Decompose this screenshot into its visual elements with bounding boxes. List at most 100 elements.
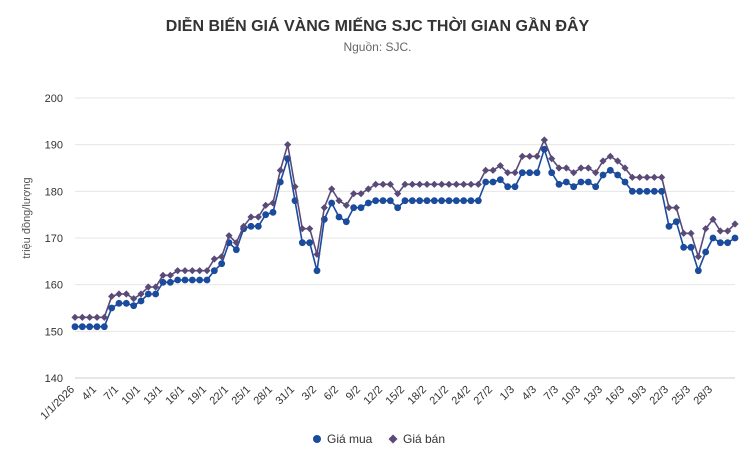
data-point-gia-ban <box>672 204 680 212</box>
data-point-gia-ban <box>152 283 160 291</box>
data-point-gia-ban <box>540 136 548 144</box>
data-point-gia-mua <box>100 323 108 331</box>
series-line-gia-ban <box>75 137 736 319</box>
x-tick-label: 25/1 <box>229 384 253 408</box>
data-point-gia-mua <box>254 222 262 230</box>
data-point-gia-mua <box>313 267 321 275</box>
data-point-gia-mua <box>430 197 438 205</box>
data-point-gia-mua <box>482 178 490 186</box>
data-point-gia-mua <box>577 178 585 186</box>
data-point-gia-mua <box>731 234 739 242</box>
legend-marker-gia-ban <box>388 434 398 444</box>
data-point-gia-mua <box>650 187 658 195</box>
data-point-gia-ban <box>71 313 79 321</box>
data-point-gia-ban <box>628 173 636 181</box>
y-tick-label: 170 <box>45 233 63 245</box>
data-point-gia-mua <box>232 246 240 254</box>
data-point-gia-mua <box>306 239 314 247</box>
data-point-gia-mua <box>144 290 152 298</box>
data-point-gia-mua <box>467 197 475 205</box>
data-point-gia-ban <box>320 204 328 212</box>
data-point-gia-mua <box>548 169 556 177</box>
data-point-gia-ban <box>518 152 526 160</box>
data-point-gia-ban <box>306 225 314 233</box>
x-tick-label: 10/1 <box>119 384 143 408</box>
legend-label-gia-ban: Giá bán <box>403 432 445 446</box>
x-tick-label: 28/1 <box>251 384 275 408</box>
data-point-gia-mua <box>687 243 695 251</box>
x-tick-label: 22/1 <box>207 384 231 408</box>
data-point-gia-mua <box>188 276 196 284</box>
data-point-gia-ban <box>658 173 666 181</box>
data-point-gia-mua <box>181 276 189 284</box>
data-point-gia-ban <box>122 290 130 298</box>
data-point-gia-ban <box>350 190 358 198</box>
y-tick-label: 160 <box>45 280 63 292</box>
data-point-gia-mua <box>584 178 592 186</box>
data-point-gia-mua <box>460 197 468 205</box>
data-point-gia-ban <box>599 157 607 165</box>
x-tick-label: 1/1/2026 <box>38 384 77 423</box>
data-point-gia-ban <box>254 213 262 221</box>
data-point-gia-ban <box>240 222 248 230</box>
data-point-gia-mua <box>636 187 644 195</box>
x-tick-label: 7/3 <box>542 384 561 403</box>
x-tick-label: 6/2 <box>322 384 341 403</box>
data-point-gia-ban <box>86 313 94 321</box>
data-point-gia-ban <box>130 295 138 303</box>
x-tick-label: 10/3 <box>559 384 583 408</box>
x-tick-label: 7/1 <box>102 384 121 403</box>
data-point-gia-ban <box>247 213 255 221</box>
y-tick-label: 180 <box>45 186 63 198</box>
data-point-gia-mua <box>606 166 614 174</box>
data-point-gia-mua <box>159 278 167 286</box>
data-point-gia-ban <box>731 220 739 228</box>
data-point-gia-ban <box>394 190 402 198</box>
y-tick-label: 200 <box>45 93 63 105</box>
data-point-gia-ban <box>423 180 431 188</box>
x-tick-label: 12/2 <box>361 384 385 408</box>
data-point-gia-ban <box>203 267 211 275</box>
x-tick-label: 16/1 <box>163 384 187 408</box>
data-point-gia-ban <box>372 180 380 188</box>
data-point-gia-mua <box>628 187 636 195</box>
x-tick-label: 4/1 <box>80 384 99 403</box>
x-tick-label: 19/1 <box>185 384 209 408</box>
x-tick-label: 1/3 <box>498 384 517 403</box>
data-point-gia-mua <box>570 183 578 191</box>
data-point-gia-mua <box>335 213 343 221</box>
data-point-gia-ban <box>511 169 519 177</box>
data-point-gia-ban <box>328 185 336 193</box>
data-point-gia-ban <box>174 267 182 275</box>
data-point-gia-ban <box>584 164 592 172</box>
data-point-gia-ban <box>262 201 270 209</box>
data-point-gia-ban <box>210 255 218 263</box>
x-tick-label: 18/2 <box>405 384 429 408</box>
data-point-gia-mua <box>174 276 182 284</box>
data-point-gia-ban <box>78 313 86 321</box>
data-point-gia-mua <box>621 178 629 186</box>
data-point-gia-mua <box>504 183 512 191</box>
data-point-gia-mua <box>379 197 387 205</box>
data-point-gia-mua <box>423 197 431 205</box>
x-tick-label: 15/2 <box>383 384 407 408</box>
data-point-gia-mua <box>401 197 409 205</box>
data-point-gia-ban <box>709 215 717 223</box>
data-point-gia-ban <box>379 180 387 188</box>
data-point-gia-ban <box>284 141 292 149</box>
data-point-gia-ban <box>606 152 614 160</box>
data-point-gia-ban <box>680 229 688 237</box>
data-point-gia-ban <box>452 180 460 188</box>
data-point-gia-ban <box>335 197 343 205</box>
y-tick-label: 190 <box>45 140 63 152</box>
data-point-gia-mua <box>71 323 79 331</box>
data-point-gia-ban <box>430 180 438 188</box>
data-point-gia-ban <box>636 173 644 181</box>
x-tick-label: 31/1 <box>273 384 297 408</box>
data-point-gia-ban <box>408 180 416 188</box>
data-point-gia-ban <box>467 180 475 188</box>
data-point-gia-mua <box>496 176 504 184</box>
data-point-gia-mua <box>643 187 651 195</box>
data-point-gia-mua <box>416 197 424 205</box>
